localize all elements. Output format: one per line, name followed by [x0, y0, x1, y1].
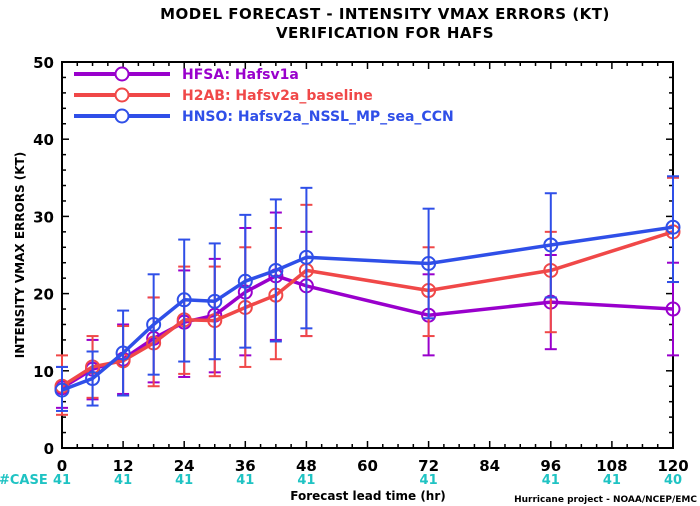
x-tick-label: 72: [418, 457, 439, 475]
x-tick-label: 0: [57, 457, 67, 475]
data-point: [115, 345, 131, 361]
legend: HFSA: Hafsv1a H2AB: Hafsv2a_baseline HNSO:…: [74, 66, 454, 125]
case-count: 41: [236, 473, 254, 488]
x-tick-label: 120: [657, 457, 688, 475]
legend-marker: [114, 87, 130, 103]
legend-label: H2AB: Hafsv2a_baseline: [182, 88, 373, 104]
x-tick-label: 24: [174, 457, 195, 475]
y-axis-label: INTENSITY VMAX ERRORS (KT): [13, 152, 27, 358]
y-tick-label: 20: [33, 286, 54, 304]
case-count: 41: [175, 473, 193, 488]
x-tick-label: 60: [357, 457, 378, 475]
x-tick-label: 36: [235, 457, 256, 475]
case-count: 41: [542, 473, 560, 488]
data-point: [543, 237, 559, 253]
x-tick-label: 48: [296, 457, 317, 475]
chart-subtitle: VERIFICATION FOR HAFS: [276, 24, 494, 42]
data-point: [146, 316, 162, 332]
legend-label: HNSO: Hafsv2a_NSSL_MP_sea_CCN: [182, 109, 454, 125]
case-counts: 41 41 41 41 41 41 41 41 40: [53, 473, 682, 488]
data-point: [268, 262, 284, 278]
data-point: [176, 292, 192, 308]
plot-area: [54, 175, 681, 416]
case-count: 41: [297, 473, 315, 488]
data-point: [237, 273, 253, 289]
x-axis-label: Forecast lead time (hr): [290, 489, 446, 503]
data-point: [421, 255, 437, 271]
case-count: 41: [603, 473, 621, 488]
data-point: [54, 382, 70, 398]
x-tick-label: 12: [113, 457, 134, 475]
data-point: [207, 293, 223, 309]
data-point: [665, 219, 681, 235]
x-tick-label: 84: [479, 457, 500, 475]
series-line: [61, 230, 674, 388]
credit-text: Hurricane project - NOAA/NCEP/EMC: [514, 495, 697, 505]
data-point: [665, 301, 681, 317]
data-point: [298, 249, 314, 265]
y-tick-label: 10: [33, 363, 54, 381]
x-tick-label: 108: [596, 457, 627, 475]
chart-title: MODEL FORECAST - INTENSITY VMAX ERRORS (…: [160, 5, 610, 23]
data-point: [85, 371, 101, 387]
y-tick-label: 40: [33, 131, 54, 149]
y-tick-label: 50: [33, 54, 54, 72]
legend-marker: [114, 108, 130, 124]
y-tick-label: 0: [44, 440, 54, 458]
case-label: #CASE: [0, 473, 48, 488]
series-2: [54, 175, 681, 412]
case-count: 41: [53, 473, 71, 488]
legend-label: HFSA: Hafsv1a: [182, 67, 299, 83]
case-count: 40: [664, 473, 682, 488]
series-0: [54, 211, 681, 409]
y-tick-label: 30: [33, 208, 54, 226]
x-ticks: 0 12 24 36 48 60 72 84 96 108 120: [57, 62, 689, 475]
series-1: [54, 176, 681, 416]
legend-marker: [114, 66, 130, 82]
case-count: 41: [114, 473, 132, 488]
case-count: 41: [420, 473, 438, 488]
y-ticks: 0 10 20 30 40 50: [33, 54, 673, 458]
x-tick-label: 96: [540, 457, 561, 475]
